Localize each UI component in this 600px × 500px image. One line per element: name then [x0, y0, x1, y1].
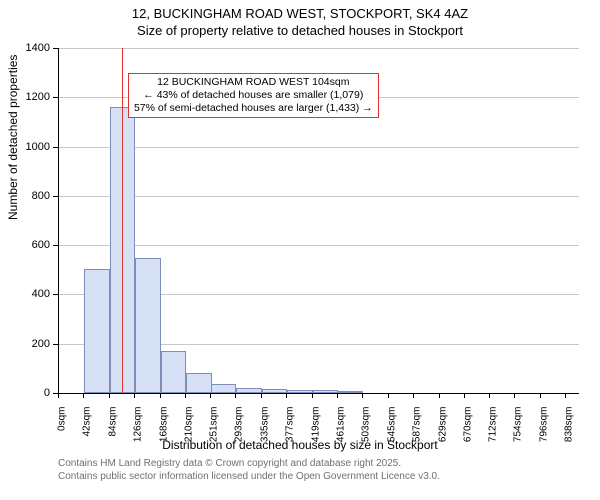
- annotation-line1: 12 BUCKINGHAM ROAD WEST 104sqm: [157, 76, 349, 88]
- ytick-label: 400: [0, 288, 50, 300]
- xtick-mark: [439, 393, 440, 398]
- footer-line2: Contains public sector information licen…: [58, 471, 440, 482]
- xtick-mark: [312, 393, 313, 398]
- xtick-mark: [514, 393, 515, 398]
- histogram-bar: [262, 389, 287, 393]
- chart-container: 12, BUCKINGHAM ROAD WEST, STOCKPORT, SK4…: [0, 0, 600, 500]
- xtick-mark: [337, 393, 338, 398]
- xtick-mark: [565, 393, 566, 398]
- gridline: [59, 48, 579, 49]
- xtick-mark: [185, 393, 186, 398]
- annotation-box: 12 BUCKINGHAM ROAD WEST 104sqm ← 43% of …: [128, 73, 379, 118]
- title-line1: 12, BUCKINGHAM ROAD WEST, STOCKPORT, SK4…: [132, 6, 468, 21]
- xtick-mark: [210, 393, 211, 398]
- ytick-label: 800: [0, 190, 50, 202]
- chart-title: 12, BUCKINGHAM ROAD WEST, STOCKPORT, SK4…: [0, 0, 600, 40]
- gridline: [59, 196, 579, 197]
- xtick-mark: [160, 393, 161, 398]
- ytick-label: 1000: [0, 141, 50, 153]
- histogram-bar: [313, 390, 338, 393]
- footer-line1: Contains HM Land Registry data © Crown c…: [58, 458, 401, 469]
- plot-area: 12 BUCKINGHAM ROAD WEST 104sqm ← 43% of …: [58, 48, 579, 394]
- xtick-mark: [413, 393, 414, 398]
- histogram-bar: [338, 391, 363, 393]
- xtick-mark: [286, 393, 287, 398]
- histogram-bar: [236, 388, 261, 393]
- xtick-mark: [362, 393, 363, 398]
- xtick-mark: [109, 393, 110, 398]
- histogram-bar: [186, 373, 211, 393]
- xtick-mark: [489, 393, 490, 398]
- ytick-label: 200: [0, 338, 50, 350]
- ytick-label: 1200: [0, 91, 50, 103]
- histogram-bar: [84, 269, 109, 393]
- ytick-label: 600: [0, 239, 50, 251]
- xtick-mark: [540, 393, 541, 398]
- xtick-mark: [235, 393, 236, 398]
- histogram-bar: [135, 258, 160, 393]
- xtick-mark: [58, 393, 59, 398]
- ytick-label: 0: [0, 387, 50, 399]
- annotation-line3: 57% of semi-detached houses are larger (…: [134, 102, 373, 114]
- reference-line: [122, 48, 123, 393]
- xtick-mark: [388, 393, 389, 398]
- footer-attribution: Contains HM Land Registry data © Crown c…: [58, 458, 440, 483]
- histogram-bar: [211, 384, 236, 393]
- x-axis-label: Distribution of detached houses by size …: [0, 438, 600, 452]
- histogram-bar: [161, 351, 186, 393]
- histogram-bar: [287, 390, 312, 393]
- gridline: [59, 245, 579, 246]
- gridline: [59, 147, 579, 148]
- title-line2: Size of property relative to detached ho…: [137, 23, 463, 38]
- xtick-mark: [261, 393, 262, 398]
- xtick-mark: [134, 393, 135, 398]
- ytick-label: 1400: [0, 42, 50, 54]
- xtick-mark: [464, 393, 465, 398]
- annotation-line2: ← 43% of detached houses are smaller (1,…: [143, 89, 363, 101]
- xtick-mark: [83, 393, 84, 398]
